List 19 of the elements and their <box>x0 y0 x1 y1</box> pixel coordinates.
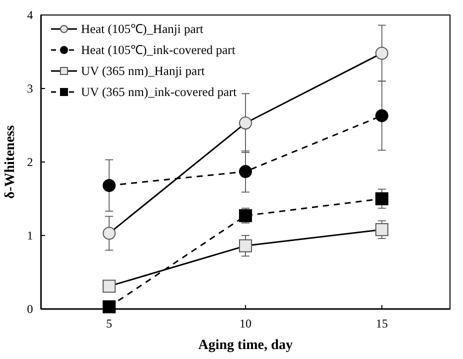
y-tick-label: 3 <box>27 81 33 96</box>
y-tick-label: 2 <box>27 154 33 169</box>
y-tick-label: 4 <box>27 8 33 22</box>
x-tick-label: 5 <box>106 316 112 331</box>
point <box>375 192 388 206</box>
legend-label: UV (365 nm)_Hanji part <box>81 64 206 78</box>
x-axis-title: Aging time, day <box>198 338 293 353</box>
point <box>239 165 252 178</box>
y-tick-label: 1 <box>27 228 33 242</box>
y-tick-label: 0 <box>27 302 33 316</box>
legend-label: UV (365 nm)_ink-covered part <box>81 85 238 99</box>
x-tick-label: 10 <box>240 316 252 331</box>
point <box>102 300 116 314</box>
legend-label: Heat (105℃)_Hanji part <box>81 22 204 36</box>
point <box>102 179 116 192</box>
legend-label: Heat (105℃)_ink-covered part <box>81 43 236 57</box>
point <box>375 109 388 122</box>
x-tick-label: 15 <box>376 316 388 331</box>
y-axis-title: δ-Whiteness <box>3 124 18 199</box>
